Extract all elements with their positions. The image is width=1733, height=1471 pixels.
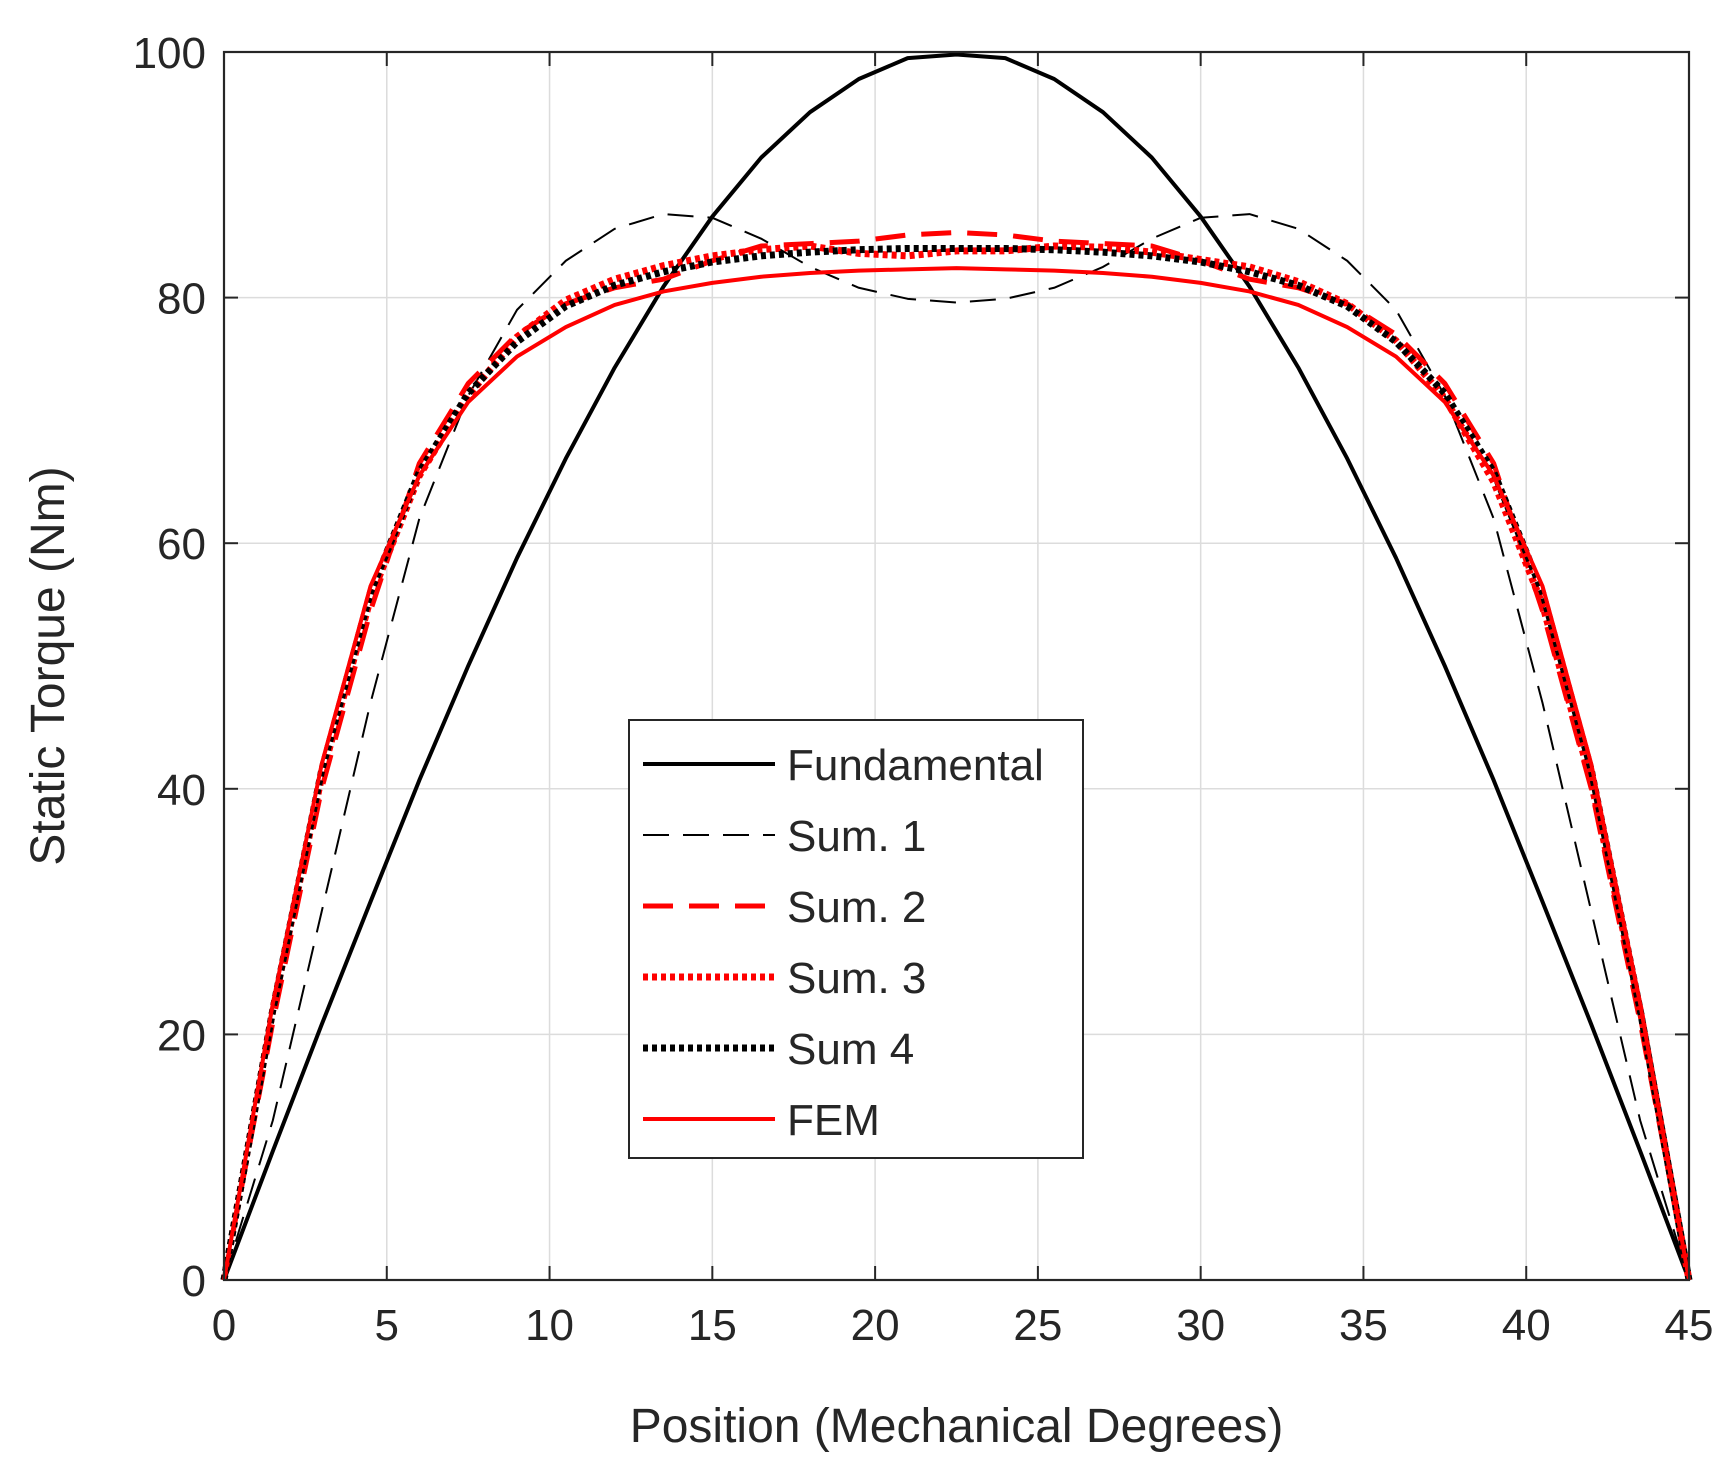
series-lines <box>220 52 1693 1281</box>
y-tick-label: 100 <box>133 29 206 78</box>
y-axis-label: Static Torque (Nm) <box>22 466 75 865</box>
x-tick-label: 30 <box>1176 1301 1225 1350</box>
x-tick-label: 10 <box>525 1301 574 1350</box>
series-line-fem <box>222 266 1691 1281</box>
x-tick-label: 35 <box>1339 1301 1388 1350</box>
y-tick-label: 80 <box>157 275 206 324</box>
x-tick-label: 5 <box>375 1301 399 1350</box>
legend-box <box>628 719 1084 1159</box>
y-tick-label: 40 <box>157 766 206 815</box>
legend-label: FEM <box>787 1096 880 1145</box>
y-tick-label: 20 <box>157 1011 206 1060</box>
series-line-fundamental <box>222 52 1691 1281</box>
x-tick-label: 40 <box>1502 1301 1551 1350</box>
legend-label: Sum. 2 <box>787 883 926 932</box>
y-tick-label: 60 <box>157 520 206 569</box>
x-tick-label: 15 <box>688 1301 737 1350</box>
y-tick-label: 0 <box>182 1257 206 1306</box>
series-line-sum-2 <box>221 230 1692 1281</box>
legend-label: Sum. 1 <box>787 812 926 861</box>
series-line-sum-3 <box>220 242 1693 1281</box>
legend-label: Sum. 3 <box>787 954 926 1003</box>
ticks: 0 5 10 15 20 25 30 35 40 45 0 20 40 60 80 100 <box>133 29 1714 1350</box>
series-line-sum-1 <box>223 213 1690 1281</box>
legend: Fundamental Sum. 1 Sum. 2 Sum. 3 Sum 4 FEM <box>628 719 1084 1159</box>
x-tick-label: 0 <box>212 1301 236 1350</box>
x-tick-label: 25 <box>1013 1301 1062 1350</box>
x-axis-label: Position (Mechanical Degrees) <box>630 1400 1284 1453</box>
legend-label: Sum 4 <box>787 1025 914 1074</box>
x-tick-label: 45 <box>1665 1301 1714 1350</box>
x-tick-label: 20 <box>851 1301 900 1350</box>
legend-label: Fundamental <box>787 741 1044 790</box>
plot-frame <box>222 50 1691 1282</box>
